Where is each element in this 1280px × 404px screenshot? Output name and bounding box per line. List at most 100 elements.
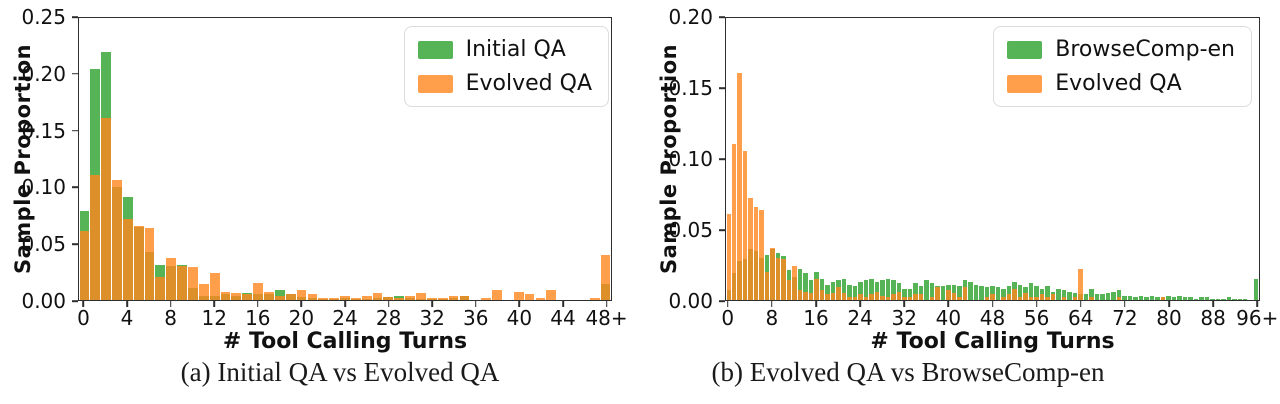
histogram-bar-orange — [852, 297, 858, 300]
legend-label: Evolved QA — [1055, 71, 1182, 96]
histogram-bar-green — [1243, 298, 1248, 300]
x-tick-label: 72 — [1112, 306, 1138, 330]
histogram-bar-green — [973, 284, 979, 300]
x-tick-label: 48 — [979, 306, 1006, 330]
histogram-bar-orange — [166, 258, 177, 300]
histogram-bar-green — [1028, 283, 1034, 300]
x-tick-mark — [903, 301, 906, 307]
histogram-bar-orange — [775, 257, 781, 300]
histogram-bar-orange — [307, 294, 318, 300]
histogram-bar-orange — [285, 294, 296, 300]
x-tick-label: 32 — [419, 306, 445, 330]
histogram-bar-green — [1094, 294, 1100, 300]
x-tick-label: 8 — [164, 306, 177, 330]
legend-swatch-orange — [417, 74, 453, 93]
histogram-bar-orange — [1034, 297, 1039, 300]
histogram-bar-orange — [918, 294, 924, 300]
x-tick-mark — [771, 301, 773, 307]
y-tick-label: 0.10 — [21, 175, 66, 200]
histogram-bar-green — [1232, 298, 1237, 300]
x-tick-label: 96+ — [1236, 306, 1279, 330]
histogram-bar-orange — [858, 294, 863, 300]
histogram-bar-orange — [350, 297, 361, 300]
histogram-bar-orange — [1050, 294, 1056, 300]
y-tick-mark — [72, 129, 78, 132]
x-tick-mark — [387, 301, 390, 307]
histogram-bar-orange — [242, 294, 253, 300]
histogram-bar-green — [1072, 292, 1078, 300]
y-tick-label: 0.00 — [21, 289, 66, 313]
y-tick-mark — [72, 300, 78, 302]
histogram-bar-green — [990, 285, 995, 300]
histogram-bar-green — [274, 289, 285, 300]
x-tick-label: 0 — [721, 306, 735, 330]
x-tick-label: 44 — [550, 306, 576, 330]
histogram-bar-green — [1111, 291, 1116, 300]
histogram-bar-green — [1210, 298, 1215, 300]
histogram-bar-green — [1061, 290, 1067, 300]
histogram-bar-orange — [79, 231, 90, 300]
x-tick-label: 48+ — [585, 306, 628, 330]
histogram-bar-green — [1039, 288, 1045, 300]
histogram-bar-green — [808, 280, 814, 300]
histogram-bar-green — [830, 281, 836, 300]
histogram-bar-green — [863, 280, 869, 300]
x-tick-mark — [1124, 301, 1126, 307]
x-tick-label: 4 — [120, 306, 134, 330]
x-tick-mark — [431, 301, 433, 307]
y-tick-label: 0.20 — [21, 61, 66, 86]
histogram-bar-green — [1221, 298, 1226, 300]
histogram-bar-orange — [524, 294, 535, 300]
histogram-bar-orange — [1061, 297, 1067, 300]
y-axis: 0.00 0.05 0.10 0.15 0.20 — [640, 5, 725, 313]
y-tick-mark — [719, 16, 725, 18]
x-tick-mark — [1256, 301, 1259, 307]
legend: Initial QA Evolved QA — [403, 26, 609, 107]
histogram-bar-orange — [1116, 297, 1122, 300]
histogram-bar-green — [852, 285, 858, 300]
histogram-bar-orange — [481, 297, 492, 300]
histogram-bar-green — [913, 283, 918, 300]
histogram-bar-orange — [880, 295, 885, 300]
histogram-bar-green — [924, 280, 929, 300]
legend-label: BrowseComp-en — [1055, 37, 1235, 62]
histogram-bar-green — [951, 284, 957, 300]
histogram-bar-orange — [951, 292, 957, 300]
histogram-bar-orange — [841, 292, 847, 300]
histogram-bar-orange — [935, 287, 940, 300]
y-tick-mark — [72, 73, 78, 75]
x-tick-mark — [213, 301, 216, 307]
histogram-bar-green — [995, 287, 1001, 300]
histogram-bar-orange — [492, 289, 502, 300]
histogram-bar-green — [1188, 297, 1193, 300]
histogram-bar-orange — [437, 297, 448, 300]
x-tick-label: 56 — [1023, 306, 1050, 330]
y-tick-mark — [72, 16, 78, 18]
histogram-bar-orange — [781, 259, 786, 300]
legend-item: Evolved QA — [417, 71, 592, 96]
histogram-bar-orange — [546, 289, 557, 300]
histogram-bar-orange — [748, 198, 753, 300]
histogram-bar-orange — [177, 266, 188, 300]
histogram-bar-green — [1067, 291, 1072, 300]
y-tick-label: 0.25 — [21, 5, 66, 29]
x-tick-label: 28 — [375, 306, 402, 330]
subfigure-caption: (a) Initial QA vs Evolved QA — [180, 357, 500, 387]
x-tick-mark — [82, 301, 85, 307]
x-tick-mark — [169, 301, 172, 307]
histogram-bar-orange — [112, 180, 122, 300]
histogram-bar-green — [1254, 278, 1259, 300]
x-tick-mark — [605, 301, 608, 307]
histogram-bar-orange — [340, 295, 350, 300]
histogram-bar-orange — [957, 297, 962, 300]
histogram-bar-orange — [372, 293, 383, 300]
histogram-bar-green — [858, 281, 863, 300]
histogram-bar-orange — [896, 291, 902, 300]
histogram-bar-orange — [296, 289, 307, 300]
histogram-bar-orange — [770, 247, 775, 300]
x-tick-label: 20 — [288, 306, 315, 330]
histogram-bar-green — [1006, 285, 1012, 300]
plot-area: Initial QA Evolved QA — [78, 17, 612, 301]
histogram-bar-orange — [318, 297, 329, 300]
histogram-bar-green — [979, 285, 984, 300]
